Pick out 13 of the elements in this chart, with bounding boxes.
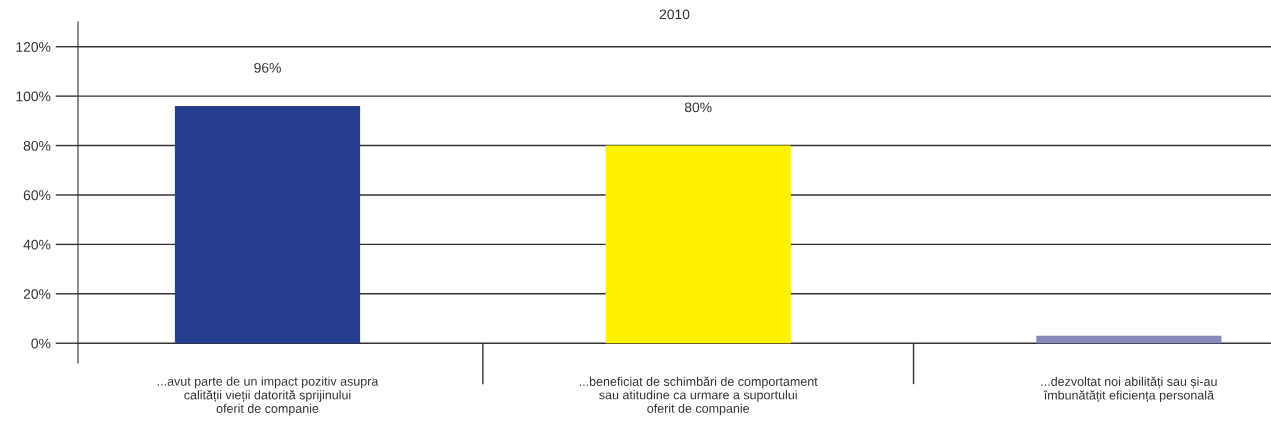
x-tick-label: ...beneficiat de schimbări de comportament sau atitudine ca urmare a suportului oferit de companie <box>579 376 818 416</box>
chart-title: 2010 <box>659 9 690 20</box>
x-tick-label: ...dezvoltat noi abilități sau și-au îmbunătățit eficiența personală <box>1041 376 1217 403</box>
y-tick-label: 60% <box>23 190 51 201</box>
data-label: 80% <box>684 102 712 113</box>
y-tick-label: 0% <box>31 338 51 349</box>
y-tick-label: 20% <box>23 289 51 299</box>
y-tick-label: 100% <box>16 91 51 102</box>
data-label: 96% <box>254 62 281 73</box>
y-tick-label: 80% <box>23 140 51 151</box>
x-tick-label: ...avut parte de un impact pozitiv asupra calității vieții datorită sprijinului oferit de companie <box>157 376 379 416</box>
y-tick-label: 120% <box>16 42 51 52</box>
y-tick-label: 40% <box>23 239 51 250</box>
